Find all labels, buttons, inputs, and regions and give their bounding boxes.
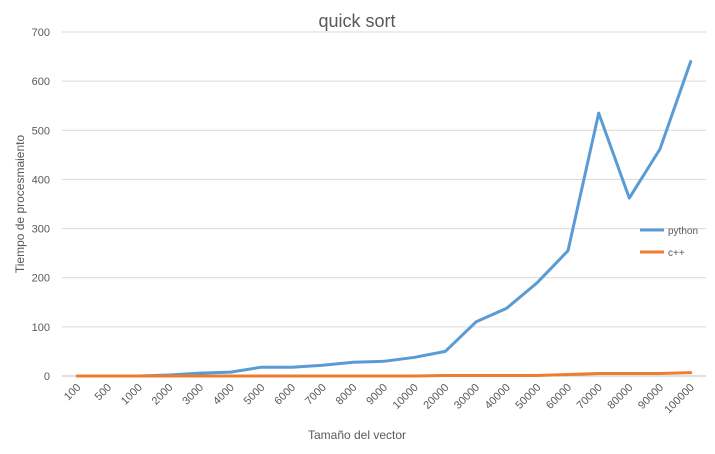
legend-label-c-: c++ xyxy=(668,248,685,259)
x-axis-ticks: 100 500 1000 2000 3000 4000 5000 6000 7000 8000 90… xyxy=(62,382,697,416)
series-line-c- xyxy=(75,371,693,378)
y-tick-label: 300 xyxy=(32,224,50,236)
y-tick-label: 700 xyxy=(32,27,50,39)
x-tick-label: 5000 xyxy=(242,382,268,408)
y-axis-label: Tiempo de procesmaiento xyxy=(13,135,27,274)
x-tick-label: 6000 xyxy=(272,382,298,408)
x-tick-label: 500 xyxy=(93,382,114,403)
x-tick-label: 70000 xyxy=(575,382,605,412)
y-axis-ticks: 0 100 200 300 400 500 600 700 xyxy=(32,27,50,383)
y-tick-label: 0 xyxy=(44,371,50,383)
x-tick-label: 40000 xyxy=(483,382,513,412)
x-tick-label: 20000 xyxy=(421,382,451,412)
x-tick-label: 8000 xyxy=(334,382,360,408)
y-tick-label: 200 xyxy=(32,273,50,285)
x-tick-label: 100 xyxy=(62,382,83,403)
series-line-python xyxy=(75,60,693,378)
series-lines xyxy=(75,60,693,378)
gridlines xyxy=(62,31,706,377)
x-tick-label: 4000 xyxy=(211,382,237,408)
y-tick-label: 500 xyxy=(32,125,50,137)
x-tick-label: 2000 xyxy=(150,382,176,408)
legend: python c++ xyxy=(640,226,698,259)
x-tick-label: 3000 xyxy=(180,382,206,408)
x-tick-label: 30000 xyxy=(452,382,482,412)
y-tick-label: 100 xyxy=(32,322,50,334)
x-tick-label: 60000 xyxy=(544,382,574,412)
x-axis-label: Tamaño del vector xyxy=(308,428,406,442)
y-tick-label: 400 xyxy=(32,174,50,186)
x-tick-label: 50000 xyxy=(513,382,543,412)
x-tick-label: 100000 xyxy=(662,382,696,416)
x-tick-label: 9000 xyxy=(364,382,390,408)
legend-label-python: python xyxy=(668,226,698,237)
x-tick-label: 7000 xyxy=(303,382,329,408)
x-tick-label: 80000 xyxy=(605,382,635,412)
x-tick-label: 10000 xyxy=(391,382,421,412)
y-tick-label: 600 xyxy=(32,76,50,88)
chart-title: quick sort xyxy=(318,11,395,31)
x-tick-label: 1000 xyxy=(119,382,145,408)
